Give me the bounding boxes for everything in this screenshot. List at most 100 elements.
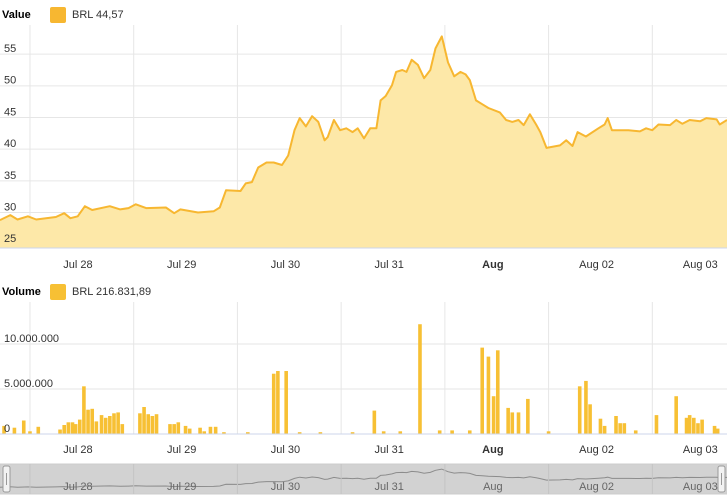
navigator-label: Jul 28	[63, 481, 92, 493]
volume-bar	[622, 423, 627, 434]
volume-bar	[36, 426, 41, 434]
volume-bar	[584, 380, 588, 434]
volume-bar	[12, 427, 17, 434]
volume-bar	[183, 425, 188, 434]
x-tick-label: Aug	[482, 259, 503, 271]
volume-bar	[684, 417, 689, 434]
navigator-label: Jul 30	[271, 481, 300, 493]
legend-entry: BRL 216.831,89	[72, 286, 151, 298]
volume-bar	[318, 432, 323, 434]
navigator-label: Jul 29	[167, 481, 196, 493]
volume-bar	[437, 430, 442, 434]
navigator-label: Jul 31	[374, 481, 403, 493]
volume-bar	[297, 432, 302, 434]
volume-bar	[633, 430, 638, 434]
volume-bar	[213, 426, 218, 434]
volume-bar	[77, 419, 82, 434]
legend-entry: BRL 44,57	[72, 9, 124, 21]
x-tick-label: Aug 02	[579, 444, 614, 456]
volume-bar	[654, 415, 659, 434]
volume-bar	[276, 371, 280, 434]
volume-bar	[146, 414, 151, 434]
navigator-label: Aug 03	[683, 481, 718, 493]
x-tick-label: Jul 31	[374, 259, 403, 271]
volume-bar	[712, 425, 717, 434]
volume-bar	[73, 424, 78, 434]
y-tick-label: 50	[4, 75, 16, 87]
volume-bar	[112, 413, 116, 434]
volume-bar	[208, 426, 213, 434]
volume-bar	[99, 415, 104, 434]
volume-bar	[116, 412, 120, 434]
volume-bar	[2, 425, 6, 434]
volume-bar	[418, 324, 422, 434]
x-tick-label: Jul 30	[271, 444, 300, 456]
y-tick-label: 45	[4, 106, 16, 118]
volume-bar	[168, 424, 172, 434]
volume-bar	[138, 413, 142, 434]
navigator-label: Aug 02	[579, 481, 614, 493]
volume-bar	[614, 416, 618, 434]
volume-bar	[526, 398, 530, 434]
volume-bar	[480, 347, 485, 434]
volume-bar	[86, 409, 90, 434]
x-tick-label: Jul 31	[374, 444, 403, 456]
volume-bar	[715, 428, 720, 434]
volume-bar	[198, 427, 202, 434]
volume-bar	[602, 425, 607, 434]
legend-title: Value	[2, 9, 31, 21]
volume-bar	[58, 429, 62, 434]
y-tick-label: 55	[4, 43, 16, 55]
navigator-line	[0, 468, 727, 488]
volume-bar	[577, 386, 582, 434]
volume-bar	[491, 396, 496, 434]
volume-bar	[516, 412, 521, 434]
x-tick-label: Jul 28	[63, 259, 92, 271]
navigator-label: Aug	[483, 481, 503, 493]
volume-bar	[187, 428, 192, 434]
volume-bar	[108, 416, 112, 434]
y-tick-label: 35	[4, 170, 16, 182]
volume-bar	[70, 422, 75, 434]
volume-bar	[28, 431, 32, 434]
volume-bar	[271, 373, 276, 434]
volume-bar	[66, 422, 71, 434]
volume-bar	[495, 350, 500, 434]
y-tick-label: 10.000.000	[4, 333, 59, 345]
volume-bar	[546, 431, 551, 434]
volume-bar	[222, 432, 226, 434]
volume-bar	[284, 371, 288, 434]
volume-bar	[142, 407, 146, 434]
volume-bar	[588, 404, 592, 434]
x-tick-label: Aug 03	[683, 259, 718, 271]
volume-bar	[176, 422, 181, 434]
volume-bar	[486, 356, 491, 434]
volume-bar	[150, 416, 155, 434]
x-tick-label: Aug 02	[579, 259, 614, 271]
x-tick-label: Aug 03	[683, 444, 718, 456]
volume-bar	[398, 431, 403, 434]
area-fill	[0, 36, 727, 248]
volume-bar	[94, 421, 99, 434]
volume-bar	[687, 415, 692, 434]
volume-bar	[103, 417, 108, 434]
volume-bar	[696, 423, 700, 434]
x-tick-label: Jul 30	[271, 259, 300, 271]
volume-bar	[618, 423, 622, 434]
volume-bar	[506, 407, 510, 434]
volume-bar	[154, 414, 159, 434]
legend-swatch	[50, 7, 66, 23]
volume-bar	[120, 424, 125, 434]
volume-bar	[245, 432, 250, 434]
volume-bar	[381, 431, 386, 434]
y-tick-label: 5.000.000	[4, 378, 53, 390]
volume-bar	[21, 420, 26, 434]
volume-bar	[172, 424, 176, 434]
volume-bar	[62, 425, 67, 434]
price-line	[0, 35, 727, 222]
x-tick-label: Jul 28	[63, 444, 92, 456]
x-tick-label: Jul 29	[167, 444, 196, 456]
volume-bar	[90, 408, 95, 434]
x-tick-label: Aug	[482, 444, 503, 456]
